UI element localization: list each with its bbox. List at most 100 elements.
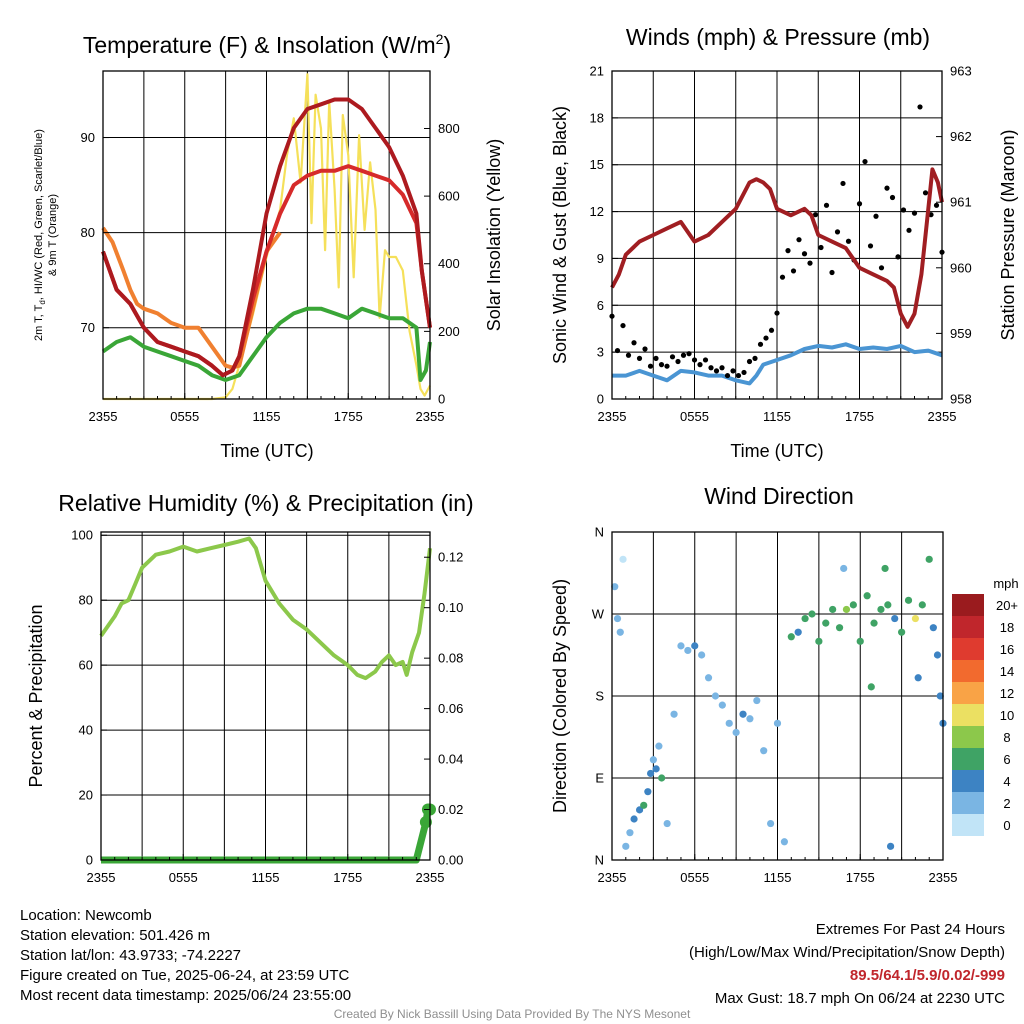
direction-point bbox=[787, 633, 795, 641]
direction-point bbox=[698, 651, 706, 659]
y-tick-label: 15 bbox=[590, 157, 604, 172]
direction-point bbox=[626, 829, 634, 837]
direction-point bbox=[881, 564, 889, 573]
y-tick-label: 40 bbox=[79, 723, 93, 738]
legend-swatch bbox=[952, 660, 984, 682]
direction-point bbox=[835, 624, 844, 632]
x-tick-label: 2355 bbox=[416, 409, 445, 424]
direction-point bbox=[677, 642, 685, 650]
direction-point bbox=[877, 605, 885, 614]
humidity-axis-label: Percent & Precipitation bbox=[26, 604, 46, 787]
y2-tick-label: 963 bbox=[950, 64, 972, 79]
x-tick-label: 0555 bbox=[169, 870, 198, 885]
y2-tick-label: 0.10 bbox=[438, 600, 463, 615]
direction-point bbox=[658, 774, 666, 782]
direction-point bbox=[849, 601, 857, 609]
direction-point bbox=[936, 692, 944, 700]
temperature-series bbox=[101, 73, 432, 401]
direction-point bbox=[863, 592, 871, 600]
temperature-ticks: 2355 0555 1155 1755 2355 70 80 90 0 200 400 600 800 bbox=[81, 121, 460, 424]
y-tick-label: 9 bbox=[597, 251, 604, 266]
gust-point bbox=[796, 237, 802, 243]
direction-point bbox=[746, 715, 754, 723]
x-tick-label: 2355 bbox=[416, 870, 445, 885]
direction-ticks: 2355 0555 1155 1755 2355 N E S W N bbox=[592, 525, 958, 886]
gust-point bbox=[642, 346, 648, 352]
gust-point bbox=[658, 362, 665, 368]
gust-point bbox=[867, 243, 874, 249]
gust-point bbox=[746, 358, 753, 365]
x-tick-label: 2355 bbox=[89, 409, 118, 424]
gust-point bbox=[636, 355, 643, 361]
x-tick-label: 2355 bbox=[928, 409, 957, 424]
legend-title: mph bbox=[993, 576, 1018, 591]
y-tick-label: 0 bbox=[86, 853, 93, 868]
y2-tick-label: 600 bbox=[438, 189, 460, 204]
y-tick-label: 90 bbox=[81, 130, 95, 145]
extremes-max-gust: Max Gust: 18.7 mph On 06/24 at 2230 UTC bbox=[714, 990, 1005, 1007]
gust-point bbox=[895, 254, 901, 260]
legend-swatch bbox=[952, 814, 984, 836]
direction-point bbox=[767, 819, 775, 828]
series-pressure bbox=[610, 167, 944, 329]
legend-label: 2 bbox=[1003, 796, 1010, 811]
direction-point bbox=[870, 619, 878, 627]
direction-point bbox=[616, 628, 624, 636]
temperature-xlabel: Time (UTC) bbox=[220, 441, 313, 461]
legend-swatch bbox=[952, 638, 984, 660]
info-location: Location: Newcomb bbox=[20, 907, 152, 924]
gust-point bbox=[856, 201, 863, 207]
gust-point bbox=[713, 368, 720, 374]
legend-label: 14 bbox=[1000, 664, 1014, 679]
extremes-title: Extremes For Past 24 Hours bbox=[815, 921, 1005, 938]
direction-point bbox=[815, 637, 823, 645]
y2-tick-label: 959 bbox=[950, 326, 972, 341]
station-info: Location: Newcomb Station elevation: 501… bbox=[20, 906, 351, 1006]
direction-point bbox=[891, 614, 899, 623]
y-tick-label: N bbox=[595, 853, 604, 868]
gust-point bbox=[702, 357, 709, 363]
gust-point bbox=[697, 362, 703, 368]
direction-point bbox=[652, 765, 660, 773]
gust-point bbox=[763, 335, 769, 341]
legend-label: 8 bbox=[1003, 730, 1010, 745]
direction-point bbox=[914, 674, 922, 682]
x-tick-label: 1155 bbox=[764, 870, 792, 885]
direction-axis-label: Direction (Colored By Speed) bbox=[550, 579, 570, 813]
gust-point bbox=[752, 355, 758, 361]
direction-point bbox=[773, 719, 782, 727]
gust-point bbox=[691, 357, 698, 363]
direction-point bbox=[753, 696, 761, 705]
gust-point bbox=[840, 180, 846, 187]
gust-point bbox=[834, 229, 841, 235]
gust-point bbox=[906, 227, 912, 233]
direction-point bbox=[884, 601, 892, 609]
direction-point bbox=[929, 624, 937, 632]
gust-point bbox=[719, 365, 725, 371]
y2-tick-label: 0.08 bbox=[438, 651, 463, 666]
series-temp bbox=[101, 97, 432, 378]
winds-xlabel: Time (UTC) bbox=[730, 441, 823, 461]
direction-point bbox=[808, 610, 816, 618]
direction-point bbox=[663, 819, 671, 828]
x-tick-label: 1155 bbox=[252, 870, 280, 885]
y-tick-label: S bbox=[595, 689, 604, 704]
gust-point bbox=[620, 322, 626, 329]
x-tick-label: 2355 bbox=[598, 870, 627, 885]
legend-swatch bbox=[952, 682, 984, 704]
info-elevation: Station elevation: 501.426 m bbox=[20, 927, 211, 944]
direction-point bbox=[670, 710, 678, 718]
gust-point bbox=[779, 274, 786, 280]
y-tick-label: 70 bbox=[81, 320, 95, 335]
x-tick-label: 2355 bbox=[598, 409, 627, 424]
direction-point bbox=[691, 642, 699, 650]
gust-point bbox=[900, 207, 907, 213]
gust-point bbox=[774, 310, 780, 316]
y2-tick-label: 0.04 bbox=[438, 752, 463, 767]
direction-point bbox=[911, 614, 920, 623]
insolation-axis-label: Solar Insolation (Yellow) bbox=[484, 139, 504, 331]
gust-point bbox=[917, 104, 923, 110]
extremes-values: 89.5/64.1/5.9/0.02/-999 bbox=[849, 967, 1005, 984]
winds-series bbox=[609, 104, 945, 386]
